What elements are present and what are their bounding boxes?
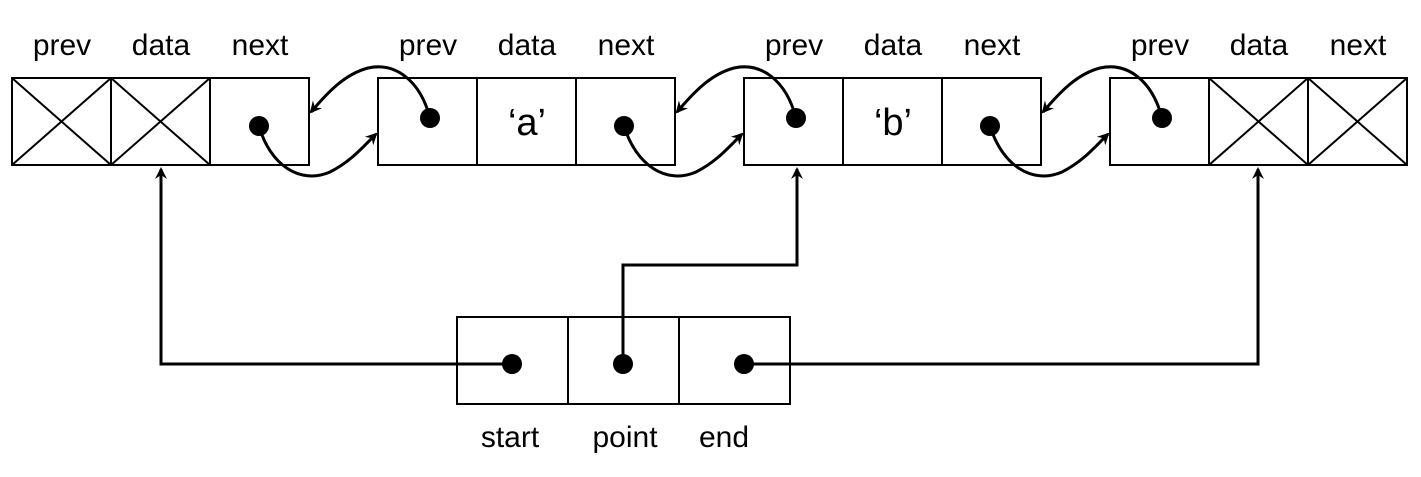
node3-to-node2-prev-arrow: [1041, 65, 1164, 119]
node1-data-label: data: [498, 29, 557, 62]
node2-to-node1-prev-arrow: [675, 65, 798, 119]
node1-next-label: next: [598, 29, 655, 62]
node1-prev-label: prev: [399, 29, 457, 62]
control-point-label: point: [592, 421, 658, 454]
node3-data-label: data: [1230, 29, 1289, 62]
control-links: [155, 167, 1264, 366]
node2-to-node3-next-arrow: [988, 125, 1110, 178]
node1-to-node2-next-arrow: [622, 125, 744, 178]
node1-data-value: ‘a’: [508, 102, 546, 144]
node-0: [11, 77, 310, 166]
node0-next-cell: [209, 77, 310, 166]
point-to-node2-arrow: [621, 167, 803, 364]
node0-data-label: data: [132, 29, 191, 62]
control-end-cell: [678, 316, 791, 405]
node3-next-label: next: [1330, 29, 1387, 62]
start-to-node0-arrow: [155, 167, 512, 366]
node2-data-value: ‘b’: [874, 102, 912, 144]
node-1: ‘a’: [377, 77, 676, 166]
control-start-label: start: [481, 421, 540, 454]
node-links: [257, 65, 1164, 178]
node0-next-label: next: [232, 29, 289, 62]
node1-to-node0-prev-arrow: [309, 65, 432, 119]
node2-data-cell: [842, 77, 943, 166]
node0-to-node1-next-arrow: [257, 125, 378, 178]
node1-data-cell: [476, 77, 577, 166]
node2-prev-label: prev: [765, 29, 823, 62]
field-labels: prev data next prev data next prev data …: [33, 29, 1387, 62]
node3-prev-label: prev: [1131, 29, 1189, 62]
node-2: ‘b’: [743, 77, 1042, 166]
end-to-node3-arrow: [744, 167, 1264, 366]
node2-data-label: data: [864, 29, 923, 62]
node-3: [1109, 77, 1408, 166]
node0-prev-label: prev: [33, 29, 91, 62]
node2-next-label: next: [964, 29, 1021, 62]
control-end-label: end: [699, 421, 749, 454]
